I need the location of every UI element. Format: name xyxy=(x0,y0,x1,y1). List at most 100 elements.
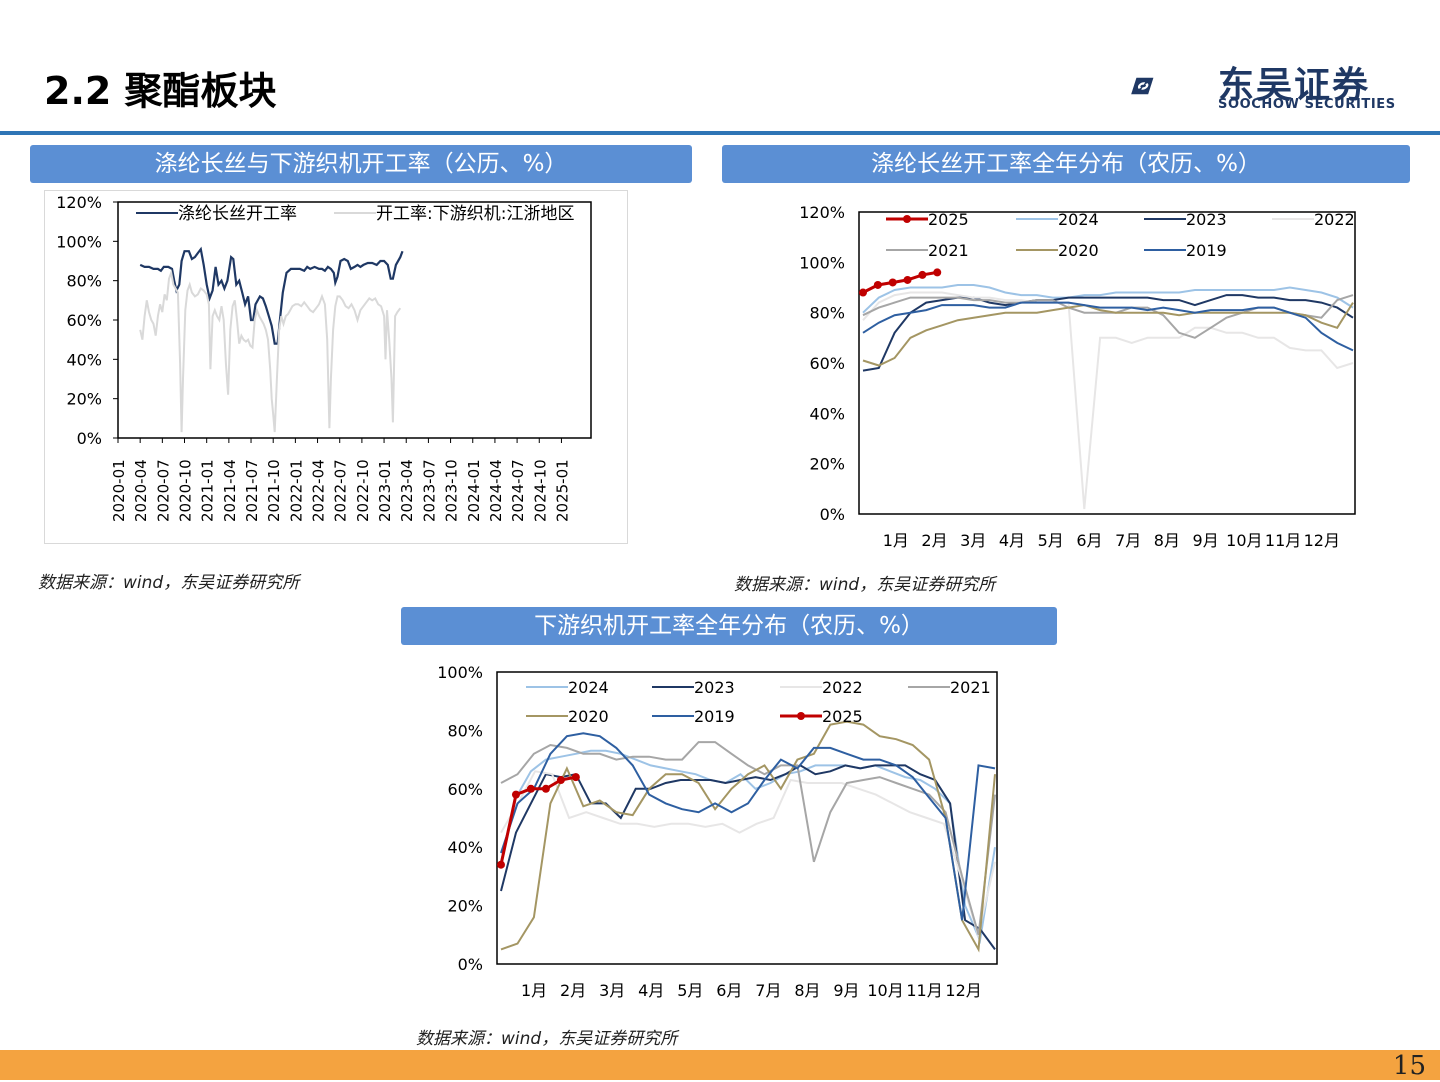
chart-3-xtick: 3月 xyxy=(599,981,625,1000)
chart-1-xtick: 2024-01 xyxy=(465,459,483,522)
chart-2-ytick: 80% xyxy=(809,304,845,323)
chart-3-ytick: 20% xyxy=(447,897,483,916)
chart-2-legend-label: 2023 xyxy=(1186,210,1227,229)
chart-1-ytick: 40% xyxy=(66,350,102,369)
chart-2-ytick: 0% xyxy=(820,505,845,524)
chart-1-xtick: 2020-01 xyxy=(110,459,128,522)
chart-3-series-line xyxy=(500,720,996,953)
chart-1-xtick: 2022-01 xyxy=(287,459,305,522)
chart-1-xtick: 2025-01 xyxy=(553,459,571,522)
chart-1-ytick: 80% xyxy=(66,272,102,291)
chart-2-series-line xyxy=(862,302,1354,367)
chart-3-legend-label: 2023 xyxy=(694,678,735,697)
chart-1-legend-label: 涤纶长丝开工率 xyxy=(178,204,297,224)
chart-2-legend-label: 2025 xyxy=(928,210,969,229)
chart-2-series-line xyxy=(862,301,1354,352)
chart-2-series-line xyxy=(862,291,1354,510)
chart-3-xtick: 9月 xyxy=(833,981,859,1000)
chart-1-legend-label: 开工率:下游织机:江浙地区 xyxy=(376,204,574,224)
chart-2-xtick: 1月 xyxy=(883,531,909,550)
chart-2-series-line xyxy=(862,294,1354,372)
chart-3-ytick: 60% xyxy=(447,780,483,799)
chart-3-series-line xyxy=(500,732,996,921)
chart-3-series-point xyxy=(526,784,535,793)
chart-2-legend-label: 2021 xyxy=(928,241,969,260)
chart-1-xtick: 2020-07 xyxy=(154,459,172,522)
chart-3-series-point xyxy=(511,790,520,799)
chart-3-xtick: 7月 xyxy=(755,981,781,1000)
header-divider xyxy=(0,131,1440,135)
chart-1-xtick: 2020-04 xyxy=(132,459,150,522)
page-title: 2.2 聚酯板块 xyxy=(44,69,277,113)
page-number: 15 xyxy=(1392,1051,1426,1081)
chart-2-banner: 涤纶长丝开工率全年分布（农历、%） xyxy=(722,145,1410,183)
chart-3-series-line xyxy=(500,741,996,936)
logo-text-en: SOOCHOW SECURITIES xyxy=(1218,97,1396,112)
chart-1-xtick: 2022-07 xyxy=(332,459,350,522)
chart-3-ytick: 100% xyxy=(437,663,483,682)
chart-2-ytick: 120% xyxy=(799,203,845,222)
chart-2-series-point xyxy=(933,268,942,277)
chart-2-legend-label: 2019 xyxy=(1186,241,1227,260)
chart-2-series-point xyxy=(859,288,867,297)
chart-3-legend-label: 2024 xyxy=(568,678,609,697)
chart-1-xtick: 2024-04 xyxy=(487,459,505,522)
chart-3-banner: 下游织机开工率全年分布（农历、%） xyxy=(401,607,1057,645)
chart-3-xtick: 5月 xyxy=(677,981,703,1000)
chart-3-source: 数据来源：wind，东吴证券研究所 xyxy=(416,1029,678,1049)
chart-1-ytick: 20% xyxy=(66,390,102,409)
chart-2-source: 数据来源：wind，东吴证券研究所 xyxy=(734,575,996,595)
chart-1-xtick: 2024-10 xyxy=(531,459,549,522)
chart-2-legend-label: 2020 xyxy=(1058,241,1099,260)
chart-2-xtick: 12月 xyxy=(1304,531,1340,550)
chart-2-ytick: 60% xyxy=(809,354,845,373)
chart-2-series-point xyxy=(873,280,882,289)
chart-3-legend-label: 2022 xyxy=(822,678,863,697)
chart-2-xtick: 6月 xyxy=(1076,531,1102,550)
chart-3-xtick: 6月 xyxy=(716,981,742,1000)
chart-2-legend-label: 2024 xyxy=(1058,210,1099,229)
chart-3-legend-label: 2025 xyxy=(822,707,863,726)
chart-2-xtick: 9月 xyxy=(1193,531,1219,550)
chart-3-legend-label: 2021 xyxy=(950,678,991,697)
chart-2-xtick: 11月 xyxy=(1265,531,1301,550)
chart-1-xtick: 2023-04 xyxy=(398,459,416,522)
chart-2-xtick: 3月 xyxy=(960,531,986,550)
footer-bar xyxy=(0,1050,1440,1080)
chart-3-ytick: 0% xyxy=(458,955,483,974)
chart-3-xtick: 11月 xyxy=(906,981,942,1000)
chart-2-series-point xyxy=(888,278,897,287)
chart-1-xtick: 2021-10 xyxy=(265,459,283,522)
chart-1-xtick: 2023-01 xyxy=(376,459,394,522)
chart-2-series-line xyxy=(862,284,1354,314)
chart-filament-vs-loom: 0%20%40%60%80%100%120%2020-01 2020-04 2020… xyxy=(44,190,628,544)
chart-2-ytick: 20% xyxy=(809,455,845,474)
chart-1-xtick: 2023-10 xyxy=(443,459,461,522)
chart-3-series-point xyxy=(556,776,565,785)
chart-1-ytick: 100% xyxy=(56,232,102,251)
chart-3-xtick: 10月 xyxy=(867,981,903,1000)
chart-1-ytick: 60% xyxy=(66,311,102,330)
chart-2-xtick: 2月 xyxy=(921,531,947,550)
chart-2-xtick: 10月 xyxy=(1226,531,1262,550)
chart-2-xtick: 5月 xyxy=(1038,531,1064,550)
chart-2-xtick: 7月 xyxy=(1115,531,1141,550)
logo-text-cn: 东吴证券 xyxy=(1218,65,1371,106)
chart-2-series-point xyxy=(903,275,912,284)
chart-1-xtick: 2022-04 xyxy=(310,459,328,522)
chart-2-series-point xyxy=(918,270,927,279)
chart-2-legend-label: 2022 xyxy=(1314,210,1355,229)
chart-3-series-line xyxy=(500,770,996,939)
chart-3-ytick: 80% xyxy=(447,721,483,740)
chart-2-ytick: 40% xyxy=(809,404,845,423)
chart-3-legend-label: 2019 xyxy=(694,707,735,726)
chart-1-xtick: 2021-01 xyxy=(199,459,217,522)
chart-1-ytick: 120% xyxy=(56,193,102,212)
chart-3-legend-marker xyxy=(797,712,805,720)
chart-3-legend-label: 2020 xyxy=(568,707,609,726)
chart-3-series-point xyxy=(541,784,550,793)
company-logo-icon xyxy=(1131,77,1154,95)
chart-3-series-point xyxy=(571,773,580,782)
chart-3-ytick: 40% xyxy=(447,838,483,857)
chart-3-xtick: 8月 xyxy=(794,981,820,1000)
